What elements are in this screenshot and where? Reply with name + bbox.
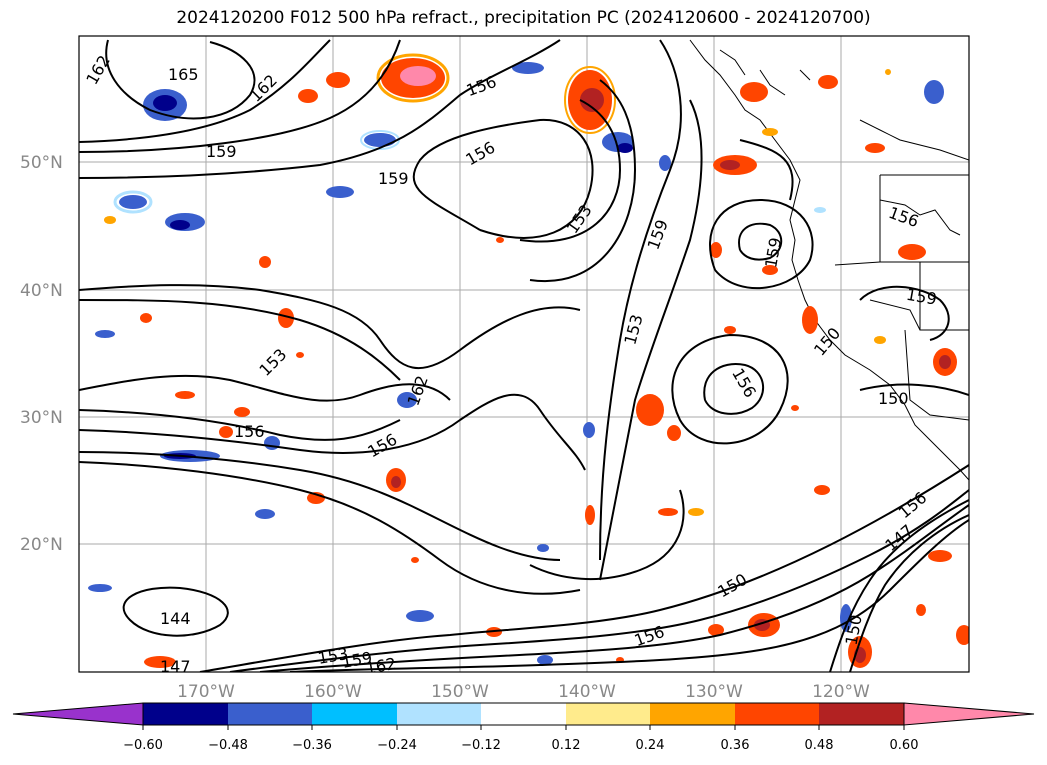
latitude-axis: 50°N 40°N 30°N 20°N	[20, 153, 63, 555]
colorbar-swatch	[735, 703, 819, 725]
coastlines	[689, 39, 969, 481]
lon-label-160w: 160°W	[304, 682, 362, 702]
colorbar-tick: −0.60	[123, 738, 163, 753]
lat-label-20n: 20°N	[20, 535, 63, 555]
contour-label: 159	[378, 169, 409, 188]
colorbar-swatch	[566, 703, 650, 725]
longitude-axis: 170°W 160°W 150°W 140°W 130°W 120°W	[177, 682, 870, 702]
map-title: 2024120200 F012 500 hPa refract., precip…	[176, 8, 871, 28]
lon-label-150w: 150°W	[431, 682, 489, 702]
colorbar-tick: 0.24	[636, 738, 665, 753]
contour-label: 144	[160, 609, 191, 628]
colorbar-extend-high	[903, 702, 1035, 726]
lon-label-140w: 140°W	[558, 682, 616, 702]
lon-label-170w: 170°W	[177, 682, 235, 702]
graticule	[79, 36, 969, 672]
colorbar-tick: −0.36	[292, 738, 332, 753]
colorbar-extend-low	[12, 702, 144, 726]
contour-label: 156	[234, 422, 265, 441]
colorbar-swatch	[143, 703, 228, 725]
colorbar-tick: −0.24	[377, 738, 417, 753]
colorbar-swatch	[650, 703, 735, 725]
colorbar-tick: −0.12	[461, 738, 501, 753]
colorbar-swatch	[397, 703, 481, 725]
contour-label: 165	[168, 65, 199, 84]
contour-label: 147	[160, 657, 191, 676]
lat-label-30n: 30°N	[20, 408, 63, 428]
contour-label: 162	[364, 654, 397, 678]
colorbar-swatch	[228, 703, 312, 725]
colorbar-swatch	[481, 703, 566, 725]
contour-label: 150	[878, 389, 909, 408]
colorbar-tick: 0.60	[890, 738, 919, 753]
colorbar-tick: −0.48	[208, 738, 248, 753]
contour-label: 159	[206, 142, 237, 161]
map-frame	[78, 35, 970, 673]
lon-label-130w: 130°W	[685, 682, 743, 702]
colorbar-swatch	[819, 703, 904, 725]
refractivity-contours	[79, 39, 969, 672]
map-area	[79, 36, 969, 672]
colorbar-swatch	[312, 703, 397, 725]
lat-label-40n: 40°N	[20, 281, 63, 301]
lat-label-50n: 50°N	[20, 153, 63, 173]
colorbar: −0.60 −0.48 −0.36 −0.24 −0.12 0.12 0.24 …	[12, 702, 1035, 753]
lon-label-120w: 120°W	[812, 682, 870, 702]
colorbar-tick: 0.48	[805, 738, 834, 753]
colorbar-tick: 0.12	[552, 738, 581, 753]
colorbar-tick: 0.36	[721, 738, 750, 753]
